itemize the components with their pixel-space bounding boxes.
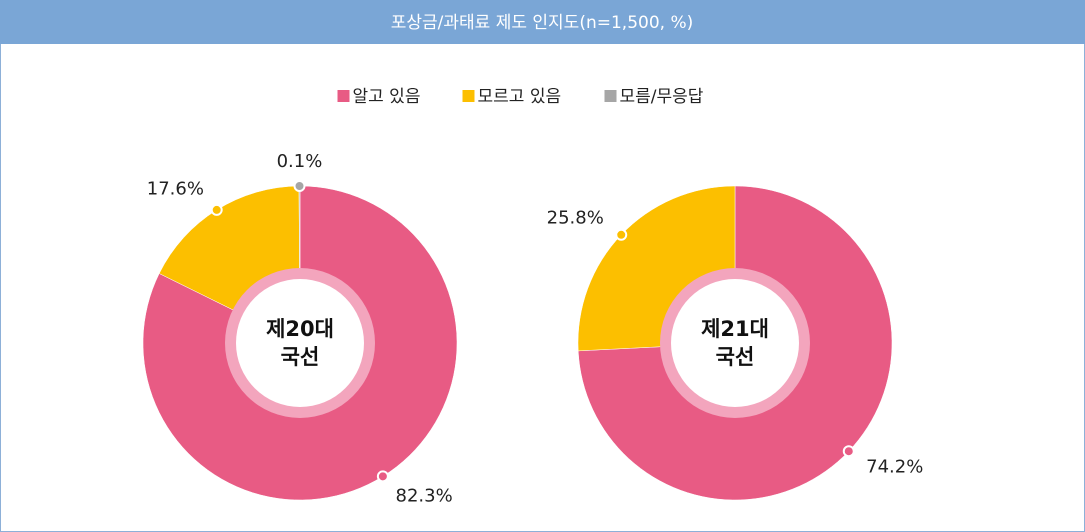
legend-swatch [604, 90, 617, 102]
center-label: 국선 [716, 345, 755, 369]
center-label: 제21대 [701, 317, 769, 341]
value-label: 82.3% [396, 486, 453, 507]
inner-hole [671, 279, 799, 407]
legend-label: 알고 있음 [353, 87, 421, 107]
label-dot [615, 228, 628, 241]
legend-label: 모르고 있음 [478, 87, 562, 107]
label-dot [210, 203, 223, 216]
legend-swatch [337, 90, 350, 102]
center-label: 국선 [281, 345, 320, 369]
label-dot [842, 445, 855, 458]
legend-label: 모름/무응답 [620, 87, 704, 107]
label-dot [376, 470, 389, 483]
center-label: 제20대 [266, 317, 334, 341]
value-label: 74.2% [866, 457, 923, 478]
value-label: 25.8% [547, 207, 604, 228]
chart-title: 포상금/과태료 제도 인지도(n=1,500, %) [391, 13, 694, 33]
value-label: 17.6% [147, 179, 204, 200]
value-label: 0.1% [277, 151, 323, 172]
legend-swatch [462, 90, 475, 102]
inner-hole [236, 279, 364, 407]
label-dot [293, 180, 306, 193]
header-bar [0, 0, 1085, 44]
